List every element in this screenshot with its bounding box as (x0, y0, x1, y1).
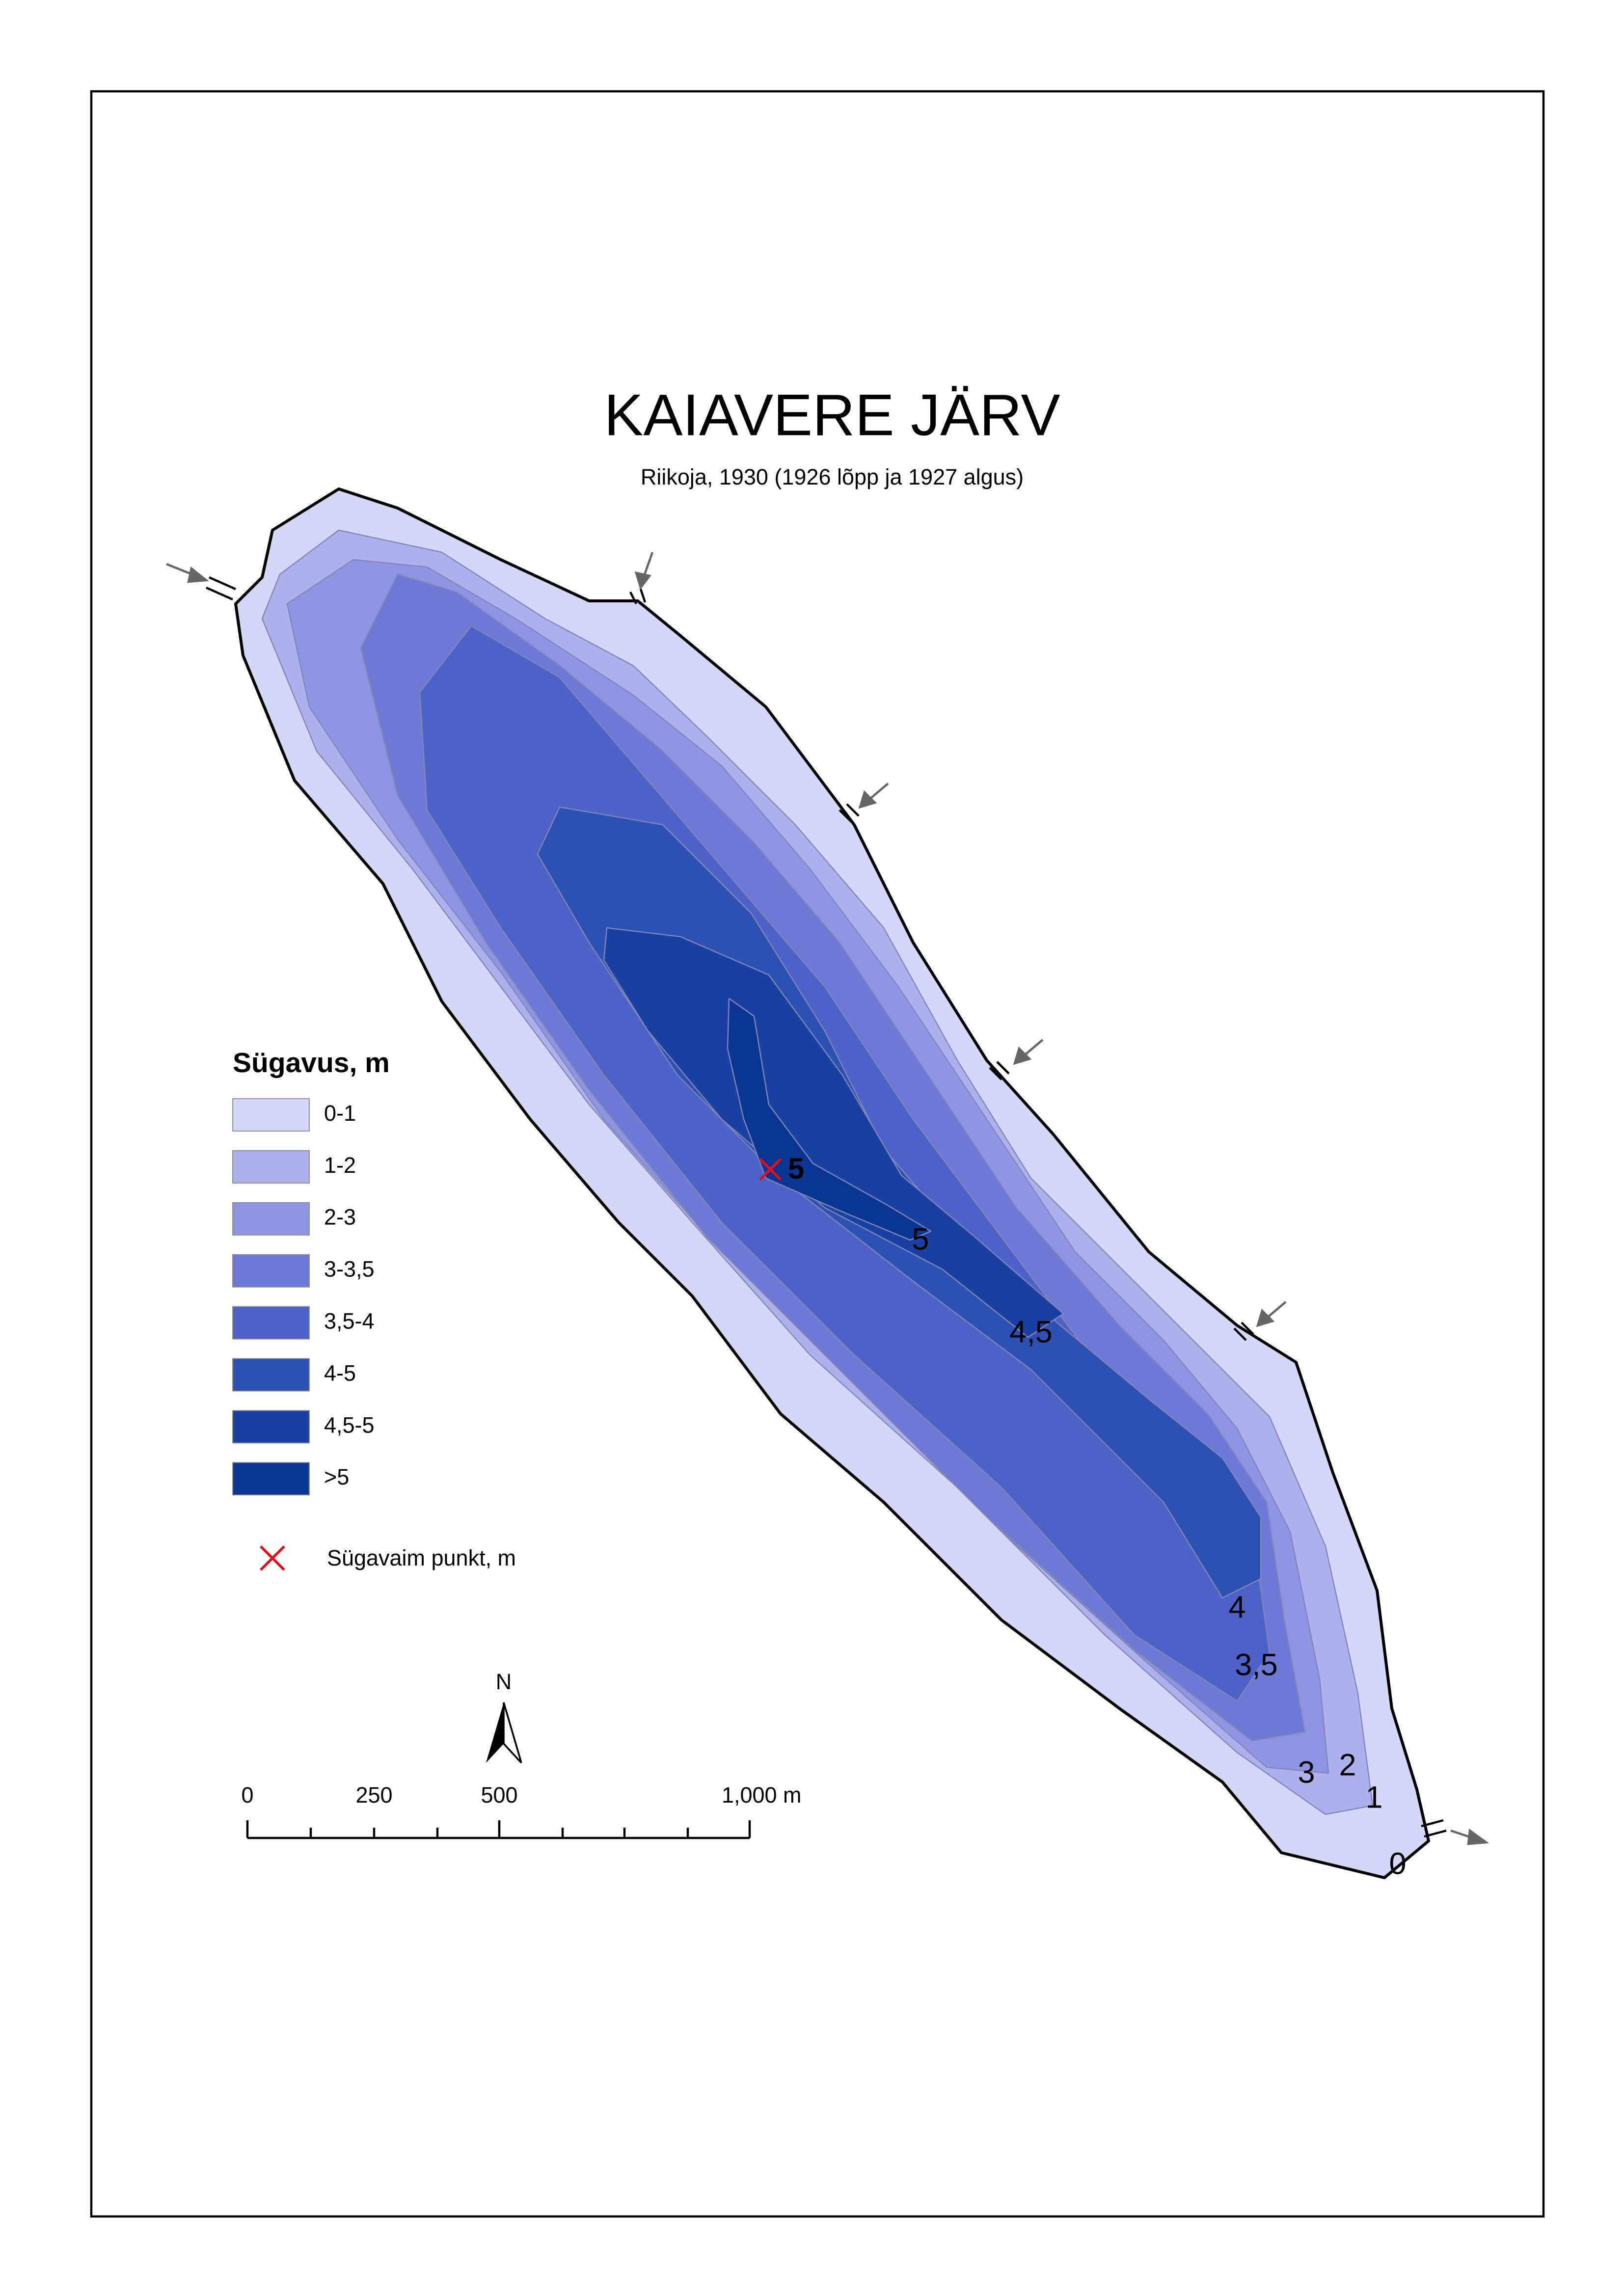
contour-label: 5 (912, 1222, 929, 1257)
scale-bar (246, 1820, 751, 1839)
legend-title: Sügavus, m (233, 1047, 390, 1079)
legend-label: Sügavaim punkt, m (327, 1545, 516, 1570)
legend-label: 0-1 (324, 1101, 356, 1126)
lake: 554,543,53 210 (234, 487, 1430, 1881)
depth-zone (603, 927, 1064, 1338)
deepest-point-legend: Sügavaim punkt, m (260, 1545, 516, 1571)
legend-swatch (232, 1410, 310, 1444)
map-title: KAIAVERE JÄRV (604, 382, 1060, 448)
scale-label: 250 (355, 1782, 392, 1808)
legend-marker (260, 1545, 285, 1571)
contour-label: 2 (1339, 1748, 1356, 1782)
legend-swatch (232, 1254, 310, 1288)
legend: 0-1 1-2 2-3 3-3,5 3,5-4 4-5 4,5-5 >5 (232, 1098, 375, 1496)
legend-label: 3,5-4 (324, 1308, 375, 1333)
scale-label: 500 (481, 1782, 517, 1808)
legend-label: 1-2 (324, 1153, 356, 1178)
contour-label: 3 (1298, 1755, 1315, 1790)
legend-label: 3-3,5 (324, 1257, 375, 1282)
contour-label: 4,5 (1009, 1315, 1053, 1350)
legend-swatch (232, 1150, 310, 1184)
scale-label: 0 (241, 1782, 253, 1808)
contour-label: 0 (1389, 1847, 1406, 1881)
legend-swatch (232, 1202, 310, 1236)
map-subtitle: Riikoja, 1930 (1926 lõpp ja 1927 algus) (641, 464, 1024, 489)
legend-label: >5 (324, 1464, 349, 1489)
north-label: N (496, 1669, 512, 1694)
legend-swatch (232, 1098, 310, 1132)
deepest-point-value: 5 (788, 1152, 804, 1185)
scale-label: 1,000 m (722, 1782, 802, 1808)
contour-label: 3,5 (1235, 1648, 1278, 1682)
inflow-arrows (166, 552, 1489, 1845)
deepest-point-marker (759, 1158, 782, 1181)
contour-label: 4 (1228, 1591, 1245, 1625)
legend-label: 2-3 (324, 1205, 356, 1230)
legend-swatch (232, 1358, 310, 1392)
stream-mouths (206, 576, 1447, 1838)
legend-label: 4,5-5 (324, 1412, 375, 1437)
depth-zone (727, 998, 932, 1241)
legend-label: 4-5 (324, 1360, 356, 1385)
legend-swatch (232, 1462, 310, 1496)
legend-swatch (232, 1306, 310, 1340)
contour-label: 1 (1365, 1781, 1382, 1815)
